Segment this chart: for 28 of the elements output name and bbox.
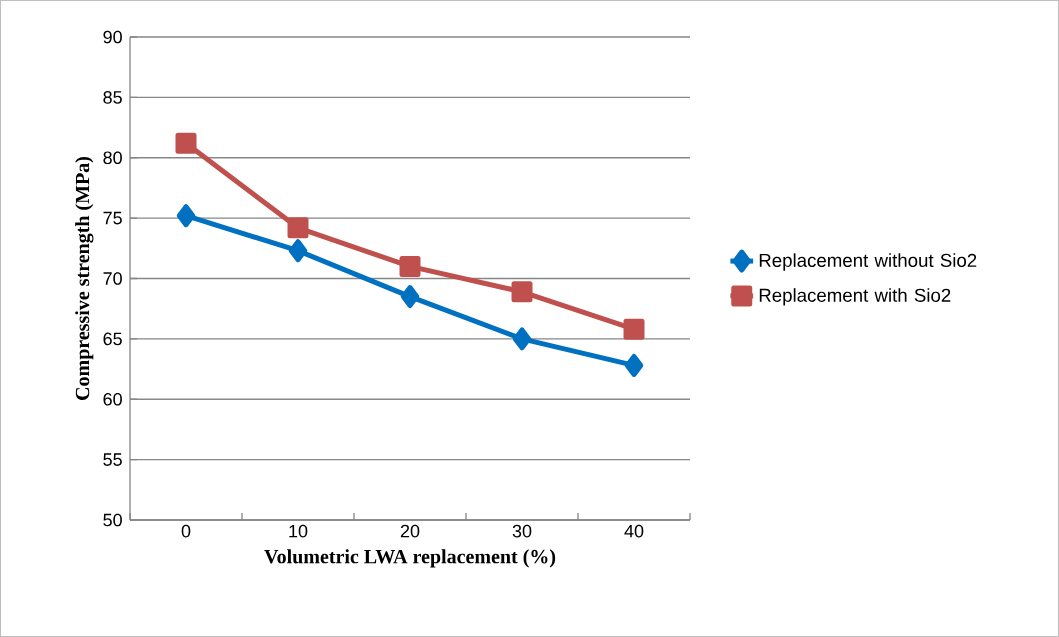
y-tick-label: 55	[103, 453, 122, 466]
y-tick-label: 75	[103, 211, 122, 225]
x-tick-label: 0	[181, 524, 191, 538]
legend-label: Replacement with Sio2	[759, 288, 951, 306]
y-tick-label: 70	[103, 272, 122, 285]
point	[512, 327, 532, 351]
x-axis-title: Volumetric LWA replacement (%)	[264, 549, 556, 568]
point	[623, 318, 645, 340]
x-tick-label: 40	[624, 524, 644, 538]
point	[511, 281, 533, 303]
x-tick-label: 20	[400, 524, 420, 538]
point	[399, 255, 421, 277]
x-tick-label: 10	[289, 524, 308, 538]
point	[175, 132, 197, 154]
point	[624, 353, 644, 377]
point	[400, 285, 420, 309]
point	[287, 217, 309, 239]
point	[176, 204, 196, 228]
legend-label: Replacement without Sio2	[759, 253, 977, 271]
y-tick-label: 90	[103, 30, 122, 44]
y-tick-label: 85	[103, 91, 122, 104]
x-tick-label: 30	[512, 524, 532, 538]
y-tick-label: 60	[103, 392, 122, 406]
y-tick-label: 80	[103, 151, 122, 165]
y-tick-label: 65	[103, 332, 122, 346]
y-axis-title: Compressive strength (MPa)	[75, 157, 94, 400]
point	[288, 239, 308, 263]
y-tick-label: 50	[103, 513, 122, 527]
